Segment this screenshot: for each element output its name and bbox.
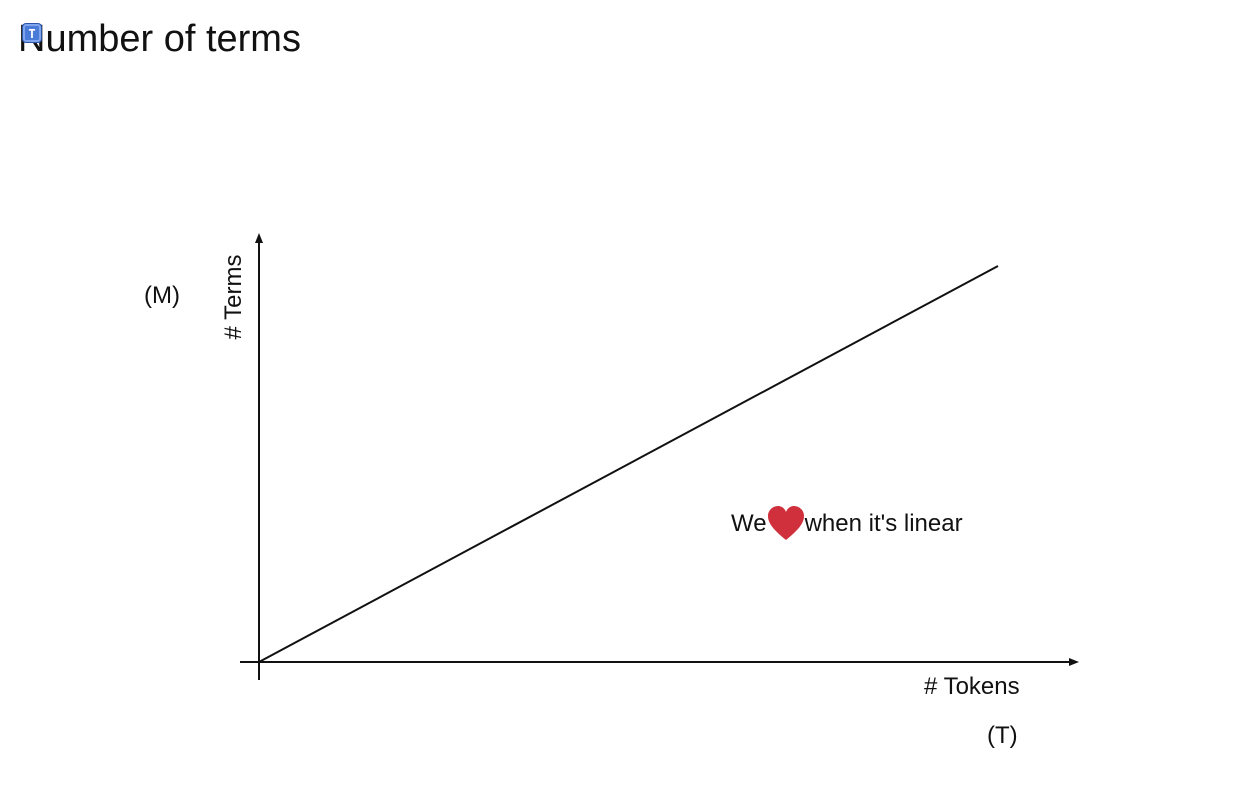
y-axis-label: # Terms bbox=[220, 254, 247, 340]
y-axis-arrowhead bbox=[255, 233, 263, 243]
annotation-text-before: We bbox=[731, 510, 767, 537]
page-title: Number of terms bbox=[18, 18, 301, 60]
linear-trend-line bbox=[258, 265, 999, 663]
x-axis-label: # Tokens bbox=[924, 673, 1020, 700]
x-axis-arrowhead bbox=[1069, 658, 1079, 666]
x-axis-unit: (T) bbox=[987, 722, 1018, 749]
annotation-text-after: when it's linear bbox=[804, 510, 963, 537]
text-tool-icon[interactable]: T bbox=[22, 23, 42, 43]
y-axis-unit: (M) bbox=[144, 282, 180, 309]
heart-icon bbox=[767, 506, 804, 540]
linear-annotation: We when it's linear bbox=[731, 506, 963, 542]
